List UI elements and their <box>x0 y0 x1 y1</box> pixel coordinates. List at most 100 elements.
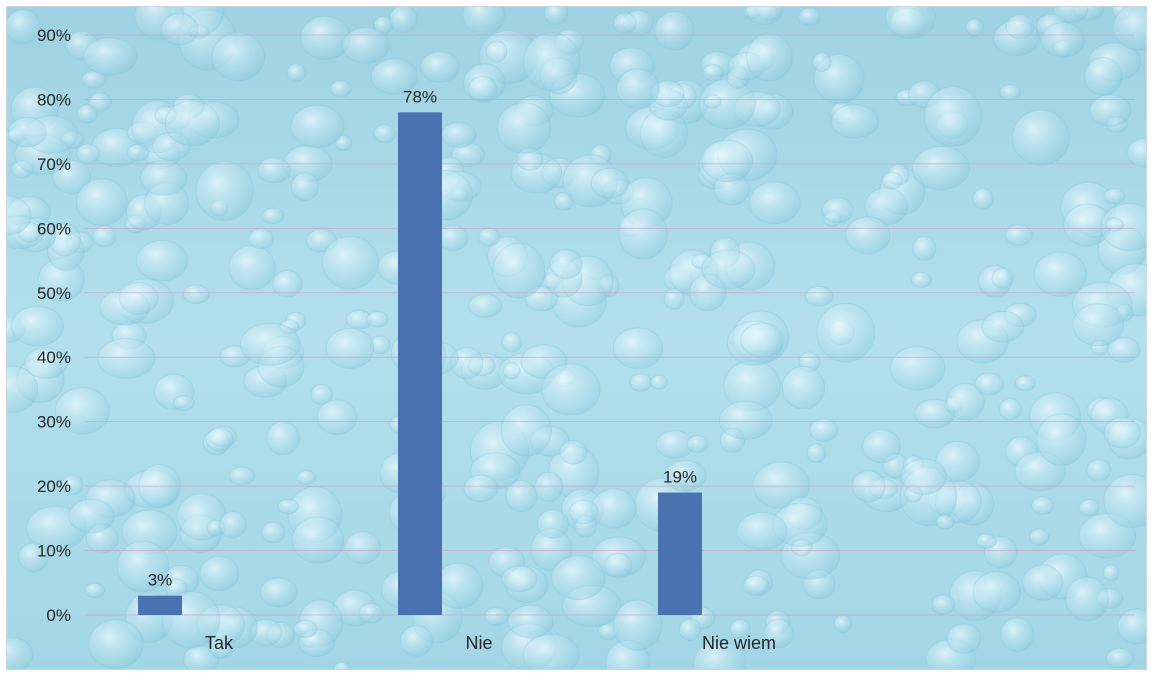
water-droplet <box>7 195 32 236</box>
water-droplet <box>912 235 937 261</box>
water-droplet <box>88 92 112 112</box>
water-droplet <box>478 227 501 247</box>
water-droplet <box>76 104 98 124</box>
water-droplet <box>1112 7 1146 51</box>
water-droplet <box>981 310 1025 343</box>
water-droplet <box>261 521 286 544</box>
water-droplet <box>544 7 569 26</box>
water-droplet <box>1089 94 1132 127</box>
water-droplet <box>370 58 418 95</box>
water-droplet <box>310 383 334 406</box>
water-droplet <box>740 322 785 358</box>
water-droplet <box>693 640 747 669</box>
water-droplet <box>946 382 985 421</box>
water-droplet <box>833 614 852 633</box>
y-tick-label: 90% <box>37 26 71 45</box>
water-droplet <box>334 134 353 152</box>
water-droplet <box>76 178 128 227</box>
water-droplet <box>1022 564 1064 601</box>
water-droplet <box>1078 498 1100 517</box>
water-droplet <box>84 582 106 598</box>
water-droplet <box>492 243 546 299</box>
water-droplet <box>604 552 633 579</box>
water-droplet <box>219 510 247 539</box>
water-droplet <box>1100 202 1146 252</box>
water-droplet <box>507 604 554 639</box>
water-droplet <box>678 618 702 642</box>
water-droplet <box>1126 137 1146 168</box>
water-droplet <box>701 249 756 290</box>
water-droplet <box>809 418 838 443</box>
water-droplet <box>616 68 660 109</box>
water-droplet <box>845 216 891 255</box>
water-droplet <box>1030 496 1055 515</box>
water-droplet <box>211 32 266 82</box>
data-label: 19% <box>663 468 697 487</box>
water-droplet <box>228 466 255 486</box>
data-labels: 3% 78% 19% <box>148 87 697 589</box>
y-tick-label: 60% <box>37 219 71 238</box>
water-droplet <box>467 76 498 102</box>
water-droplet <box>965 18 984 37</box>
water-droplet <box>718 400 773 440</box>
water-droplet <box>748 181 801 225</box>
water-droplet <box>1000 617 1034 652</box>
water-droplet <box>484 607 509 626</box>
water-droplet <box>1005 14 1035 40</box>
water-droplet <box>358 603 385 624</box>
water-droplet <box>277 498 300 515</box>
water-droplet <box>92 225 117 248</box>
water-droplet <box>998 398 1023 421</box>
water-droplet <box>745 7 784 25</box>
y-tick-label: 10% <box>37 542 71 561</box>
water-droplet <box>160 12 199 46</box>
water-droplet <box>900 458 947 495</box>
water-droplet <box>468 293 503 318</box>
bars <box>138 112 702 615</box>
water-droplet <box>522 633 580 669</box>
water-droplet <box>61 474 84 496</box>
water-droplet <box>911 146 971 191</box>
water-droplet <box>54 387 111 435</box>
water-droplet <box>88 619 144 669</box>
water-droplet <box>729 619 751 639</box>
water-droplet <box>342 27 390 64</box>
water-droplet <box>366 311 389 328</box>
water-droplet <box>248 228 274 250</box>
water-droplet <box>523 32 581 92</box>
gridlines <box>85 34 1135 616</box>
water-droplet <box>1033 251 1087 297</box>
water-droplet <box>290 104 345 149</box>
water-droplet <box>798 7 821 26</box>
water-droplet <box>816 303 876 363</box>
bar-chart: 0% 10% 20% 30% 40% 50% 60% 70% 80% 90% 3% 78% 19% T… <box>7 7 1146 669</box>
water-droplet <box>501 331 522 353</box>
water-droplet <box>541 363 601 416</box>
water-droplet <box>1011 109 1070 166</box>
water-droplet <box>1041 22 1086 58</box>
water-droplet <box>97 338 156 379</box>
water-droplet <box>195 160 254 222</box>
water-droplet <box>821 197 854 224</box>
water-droplet <box>286 63 307 83</box>
water-droplet <box>559 440 588 465</box>
water-droplet <box>182 284 210 305</box>
water-droplet <box>7 116 47 148</box>
water-droplet <box>502 362 521 380</box>
bar-nie-wiem <box>658 492 702 615</box>
water-droplet <box>781 365 826 410</box>
water-droplet <box>862 428 901 464</box>
water-droplet <box>763 618 794 649</box>
water-droplet <box>864 187 908 226</box>
water-droplet <box>974 372 1005 396</box>
bar-tak <box>138 595 182 615</box>
water-droplet <box>116 540 170 593</box>
y-tick-label: 70% <box>37 155 71 174</box>
water-droplet <box>173 395 195 411</box>
water-droplet <box>496 102 552 154</box>
water-droplet <box>551 555 606 601</box>
water-droplet <box>553 192 574 211</box>
water-droplet <box>261 207 285 225</box>
water-droplet <box>290 172 320 202</box>
water-droplet <box>686 435 709 454</box>
